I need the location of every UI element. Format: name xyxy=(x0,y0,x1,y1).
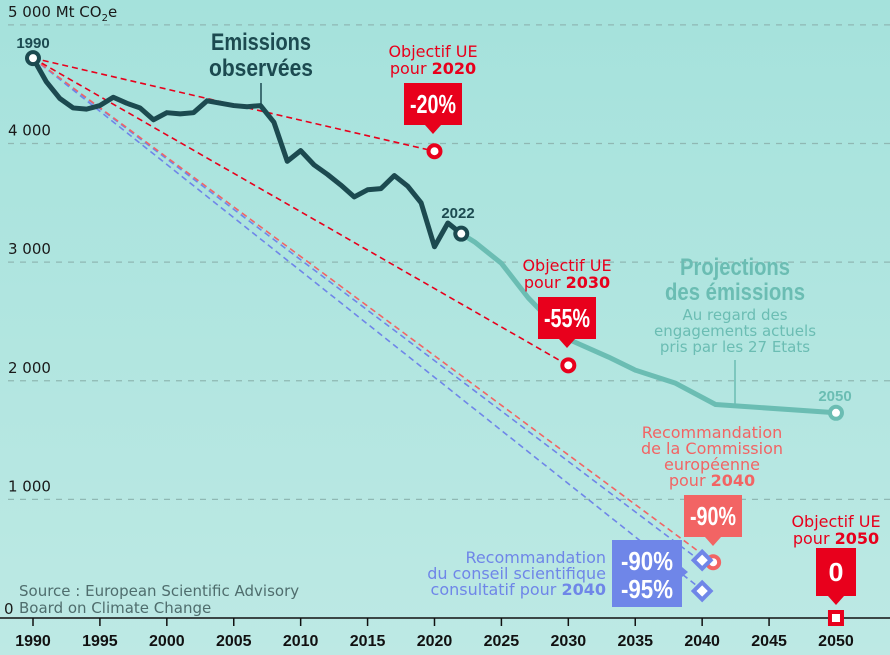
marker-goal-2020 xyxy=(426,143,443,160)
observed-title-1: Emissions xyxy=(211,29,311,56)
observed-title-2: observées xyxy=(209,55,313,82)
y-tick-label-2000: 2 000 xyxy=(8,359,51,377)
commission-label-2: de la Commission xyxy=(641,439,783,458)
grid-lines xyxy=(8,24,890,500)
badge-council-95-text: -95% xyxy=(621,574,673,604)
commission-label-1: Recommandation xyxy=(642,423,783,442)
goal-2020-label-line2: pour 2020 xyxy=(390,59,476,78)
x-tick-label-2050: 2050 xyxy=(818,633,854,650)
badge-commission-2040-text: -90% xyxy=(690,501,736,531)
marker-projection-2050 xyxy=(827,404,844,421)
marker-council-95 xyxy=(690,579,714,603)
projection-subtitle-1: Au regard des xyxy=(682,306,787,324)
marker-council-90 xyxy=(690,548,714,572)
marker-2022 xyxy=(453,225,470,242)
badge-goal-2030-text: -55% xyxy=(544,303,590,333)
y-tick-label-3000: 3 000 xyxy=(8,240,51,258)
x-tick-label-2045: 2045 xyxy=(751,633,787,650)
series xyxy=(30,56,837,416)
projection-subtitle-3: pris par les 27 Etats xyxy=(660,338,810,356)
observed-line xyxy=(30,56,463,250)
badge-goal-2030-bg xyxy=(538,297,596,348)
badge-goal-2020-text: -20% xyxy=(410,89,456,119)
goal-2050-label-line1: Objectif UE xyxy=(791,512,880,531)
council-label-3: consultatif pour 2040 xyxy=(431,580,606,599)
council-label-1: Recommandation xyxy=(465,548,606,567)
goal-2030-label-line2: pour 2030 xyxy=(524,273,610,292)
projection-line xyxy=(459,231,837,416)
x-axis: 1990 1995 2000 2005 2010 2015 2020 2025 2030 2035… xyxy=(0,617,890,650)
council-label-2: du conseil scientifique xyxy=(427,564,606,583)
badge-commission-2040-bg xyxy=(684,495,742,546)
label-1990: 1990 xyxy=(16,35,49,52)
badge-goal-2020-bg xyxy=(404,83,462,134)
target-lines xyxy=(32,57,714,591)
goal-2030-label-line1: Objectif UE xyxy=(522,256,611,275)
marker-goal-2050 xyxy=(827,610,844,626)
source-line-2: Board on Climate Change xyxy=(19,599,211,617)
projection-title-2: des émissions xyxy=(665,279,805,306)
commission-label-4: pour 2040 xyxy=(669,471,755,490)
x-tick-label-1995: 1995 xyxy=(82,633,118,650)
markers xyxy=(25,50,844,626)
council-95-line xyxy=(32,57,703,591)
y-tick-label-0: 0 xyxy=(4,600,14,618)
x-tick-label-2000: 2000 xyxy=(149,633,185,650)
y-axis: 5 000 Mt CO2e 4 000 3 000 2 000 1 000 0 xyxy=(4,3,117,618)
y-tick-label-1000: 1 000 xyxy=(8,477,51,495)
x-tick-label-2005: 2005 xyxy=(216,633,252,650)
y-tick-label-4000: 4 000 xyxy=(8,122,51,140)
x-tick-label-2035: 2035 xyxy=(617,633,653,650)
source-line-1: Source : European Scientific Advisory xyxy=(19,582,299,600)
x-tick-label-2025: 2025 xyxy=(484,633,520,650)
label-2050-projection: 2050 xyxy=(818,388,851,405)
goal-2020-line xyxy=(32,57,435,153)
projection-title-1: Projections xyxy=(680,254,790,281)
marker-1990 xyxy=(25,50,41,67)
marker-goal-2030 xyxy=(560,357,577,374)
x-tick-label-2010: 2010 xyxy=(283,633,319,650)
x-tick-label-2040: 2040 xyxy=(684,633,720,650)
label-2022: 2022 xyxy=(441,205,474,222)
x-tick-label-2030: 2030 xyxy=(551,633,587,650)
badge-goal-2050-bg xyxy=(816,548,856,605)
projection-subtitle-2: engagements actuels xyxy=(654,322,816,340)
goal-2020-label-line1: Objectif UE xyxy=(388,42,477,61)
goal-2050-label-line2: pour 2050 xyxy=(793,529,879,548)
x-tick-label-2020: 2020 xyxy=(417,633,453,650)
goal-2030-line xyxy=(32,57,569,367)
badge-council-2040-bg xyxy=(612,540,688,607)
y-tick-label-5000: 5 000 Mt CO2e xyxy=(8,3,117,24)
commission-label-3: européenne xyxy=(664,455,760,474)
x-tick-label-2015: 2015 xyxy=(350,633,386,650)
x-tick-label-1990: 1990 xyxy=(15,633,51,650)
commission-90-line xyxy=(32,57,714,563)
badge-goal-2050-text: 0 xyxy=(829,557,844,587)
badge-council-90-text: -90% xyxy=(621,546,673,576)
